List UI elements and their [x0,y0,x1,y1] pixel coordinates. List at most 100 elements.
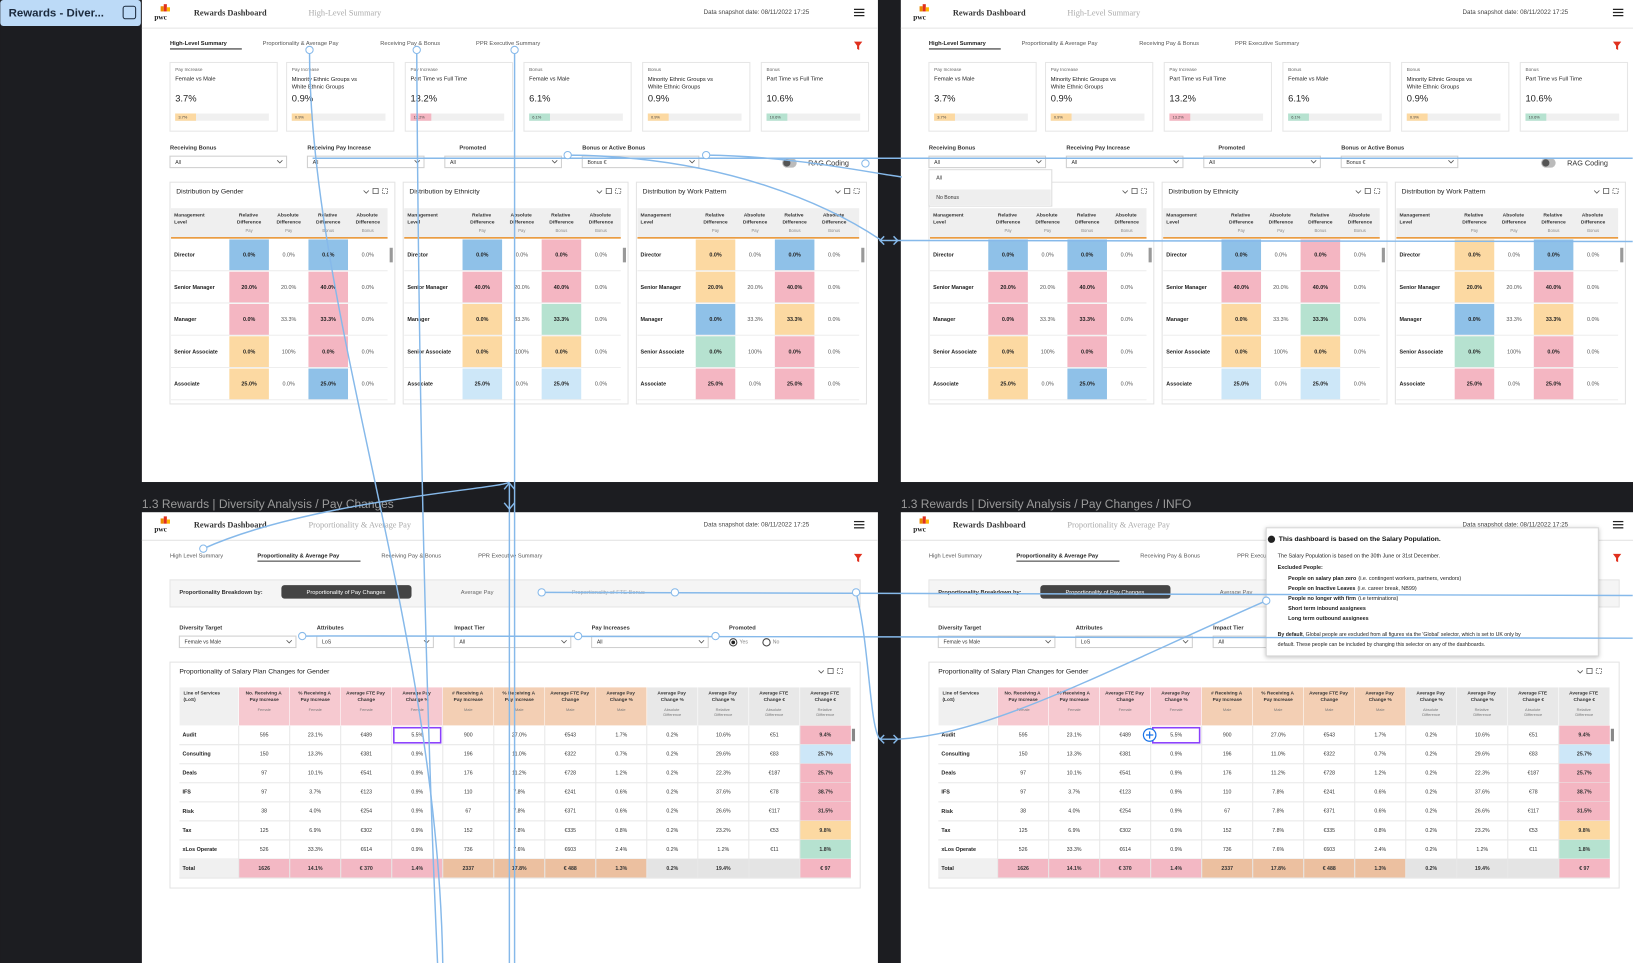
column-header-cell [1456,686,1509,726]
more-options-icon[interactable] [1595,668,1602,674]
kpi-track [1406,113,1501,121]
rag-cell [1558,820,1610,840]
table-cell: 33.3% [281,317,297,323]
more-options-icon[interactable] [836,668,843,674]
table-cell: 0.2% [666,847,678,853]
filter-dropdown[interactable] [937,635,1056,649]
nav-tab[interactable]: High-Level Summary [170,41,228,47]
filter-value: All [1072,160,1078,166]
dropdown-option[interactable]: No Bonus [936,195,959,201]
nav-tab[interactable]: Proportionality & Average Pay [263,41,339,47]
table-cell: 0.7% [615,752,627,758]
more-options-icon[interactable] [853,188,860,195]
nav-tab[interactable]: Receiving Pay & Bonus [1140,553,1200,559]
more-options-icon[interactable] [1612,188,1619,195]
table-cell: 6.9% [1068,828,1080,834]
filter-dropdown[interactable] [1340,155,1459,169]
nav-tab[interactable]: Receiving Pay & Bonus [1139,41,1199,47]
rag-cell [462,303,503,336]
prototype-arrow [503,481,516,511]
rag-cell [695,271,736,303]
table-cell: 38 [261,809,267,815]
focus-mode-icon[interactable] [1131,188,1138,195]
filter-icon[interactable] [1612,553,1622,563]
breakdown-button-active[interactable] [281,585,412,599]
filter-dropdown[interactable] [306,155,425,169]
more-options-icon[interactable] [615,188,622,195]
text-line: Difference [589,220,614,226]
nav-tab[interactable]: Proportionality & Average Pay [1022,41,1098,47]
nav-tab[interactable]: High Level Summary [170,553,223,559]
text-line: Pay Increase [250,697,279,703]
column-subheader: Female [258,707,272,712]
kpi-chip [934,113,955,121]
filter-dropdown[interactable] [1075,635,1193,649]
breakdown-option[interactable]: Average Pay [1220,590,1253,596]
focus-mode-icon[interactable] [372,188,379,195]
kpi-label: Female vs Male [1288,77,1328,83]
breakdown-option[interactable]: Proportionality of Pay Changes [1065,590,1144,596]
focus-mode-icon[interactable] [827,668,834,674]
text-line: , Global people are excluded from all fi… [1303,632,1522,638]
text-line: Relative [818,707,833,712]
filter-dropdown[interactable] [591,635,709,649]
dropdown-option[interactable]: All [936,175,942,181]
more-options-icon[interactable] [1374,188,1381,195]
kpi-category: Pay Increase [1051,67,1079,72]
nav-tab[interactable]: High-Level Summary [929,41,987,47]
table-cell: 40.0% [1546,285,1562,291]
filter-dropdown[interactable] [1065,155,1184,169]
filter-icon[interactable] [1612,41,1622,50]
nav-tab[interactable]: PPR Executive Summary [1235,41,1299,47]
nav-tab[interactable]: PPR Executive Summary [478,553,542,559]
total-cell-background [391,858,443,879]
breakdown-option[interactable]: Average Pay [461,590,494,596]
filter-icon[interactable] [853,41,863,50]
filter-dropdown[interactable] [169,155,288,169]
nav-tab[interactable]: Proportionality & Average Pay [1016,553,1099,559]
filter-dropdown[interactable] [444,155,562,169]
table-cell: 1626 [1017,866,1029,872]
radio-button[interactable] [762,638,771,647]
table-cell: €11 [1529,847,1537,853]
filter-value: Bonus € [1346,160,1365,166]
focus-mode-icon[interactable] [1364,188,1371,195]
column-subheader: Male [1376,707,1385,712]
filter-dropdown[interactable] [581,155,700,169]
nav-tab[interactable]: Receiving Pay & Bonus [380,41,440,47]
more-options-icon[interactable] [382,188,388,195]
focus-mode-icon[interactable] [1586,668,1593,674]
table-cell: 25.0% [787,382,803,388]
filter-dropdown[interactable] [178,635,297,649]
breakdown-option[interactable]: Proportionality of Pay Changes [307,590,386,596]
breakdown-button-active[interactable] [1040,585,1171,599]
logo: pwc [154,526,167,534]
table-cell: 20.0% [1506,285,1522,291]
table-cell: 19.4% [1475,866,1490,872]
focus-mode-icon[interactable] [844,188,851,195]
table-cell: €123 [360,790,372,796]
kpi-chip-label: 0.9% [651,115,660,120]
filter-icon[interactable] [853,553,863,563]
filter-dropdown[interactable] [316,635,434,649]
filter-dropdown[interactable] [453,635,572,649]
nav-tab[interactable]: Receiving Pay & Bonus [381,553,441,559]
table-cell: €371 [1323,809,1335,815]
rag-cell [988,336,1028,368]
filter-dropdown[interactable] [1203,155,1321,169]
file-tab[interactable]: Rewards - Diver... [0,0,141,27]
kpi-chip-label: 6.1% [532,115,541,120]
more-options-icon[interactable] [1140,188,1147,195]
table-cell: 20.0% [708,285,724,291]
focus-mode-icon[interactable] [1603,188,1610,195]
file-tab-icon[interactable] [122,5,137,20]
column-header: # Receiving A Pay Increase [452,691,484,704]
nav-tab[interactable]: PPR Executive Summary [476,41,540,47]
selected-cell-outline[interactable] [393,726,442,744]
nav-tab[interactable]: Proportionality & Average Pay [257,553,340,559]
nav-tab[interactable]: High Level Summary [929,553,982,559]
focus-mode-icon[interactable] [605,188,612,195]
column-header-cell [1150,686,1202,726]
filter-dropdown[interactable] [928,155,1047,169]
